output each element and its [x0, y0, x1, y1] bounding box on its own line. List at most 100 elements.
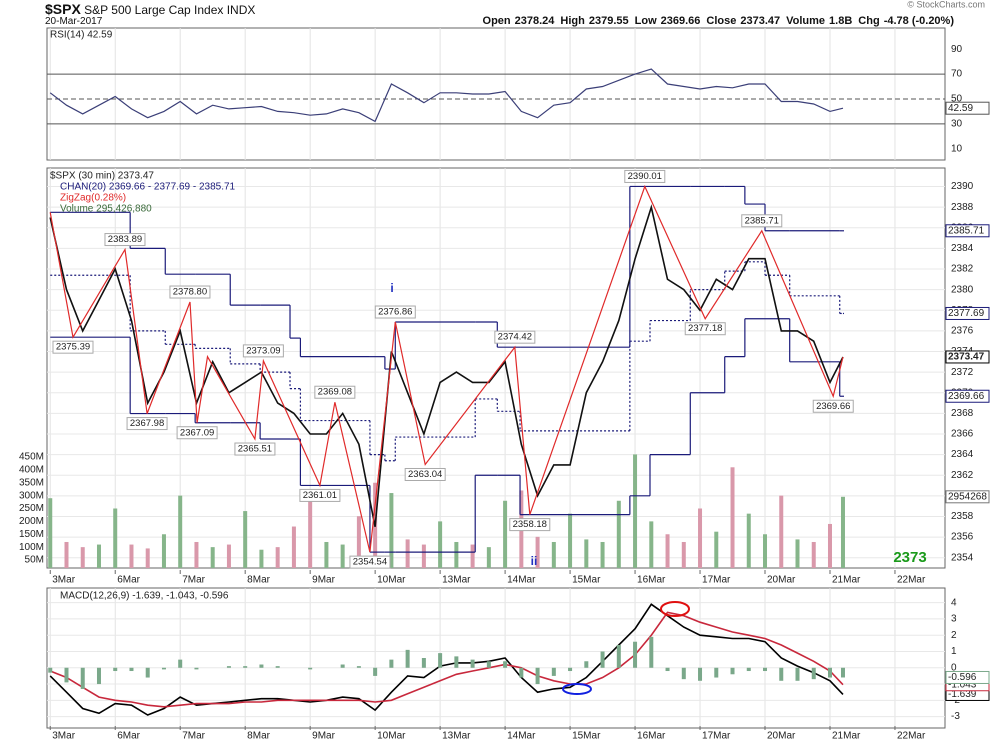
- stat-value: 2369.66: [660, 15, 701, 27]
- histogram-bar: [714, 667, 719, 678]
- volume-tick-label: 450M: [19, 452, 44, 463]
- x-tick-label: 17Mar: [702, 731, 731, 742]
- pivot-label-box: [349, 555, 391, 569]
- histogram-bar: [665, 667, 670, 672]
- x-tick-label: 8Mar: [247, 731, 270, 742]
- x-tick-label: 15Mar: [572, 575, 601, 586]
- x-tick-label: 7Mar: [182, 575, 205, 586]
- stats: Open 2378.24 High 2379.55 Low 2369.66 Close 237…: [477, 15, 954, 27]
- x-tick-label: 14Mar: [507, 575, 536, 586]
- histogram-bar: [763, 667, 768, 672]
- volume-bar: [48, 498, 53, 568]
- pivot-label: 2363.04: [408, 469, 442, 480]
- histogram-bar: [746, 667, 751, 672]
- y-tick-label: 2364: [951, 449, 974, 460]
- volume-bar: [616, 500, 621, 568]
- price-tag: 2373.47: [948, 352, 985, 363]
- histogram-bar: [470, 659, 475, 668]
- histogram-bar: [454, 656, 459, 668]
- pivot-label-box: [812, 399, 854, 413]
- pivot-label: 2369.08: [318, 387, 352, 398]
- x-tick-label: 21Mar: [832, 731, 861, 742]
- pivot-label: 2377.18: [688, 323, 722, 334]
- date: 20-Mar-2017: [45, 16, 103, 27]
- volume-bar: [389, 493, 394, 568]
- pivot-label-box: [299, 488, 341, 502]
- histogram-bar: [811, 667, 816, 680]
- marks: 103050709042.592354235623582360236223642…: [19, 28, 990, 742]
- legend: RSI(14) 42.59: [50, 30, 113, 41]
- pivot-label: 2367.09: [180, 427, 214, 438]
- x-tick-label: 6Mar: [117, 575, 140, 586]
- stat-value: 2378.24: [514, 15, 555, 27]
- volume-bar: [178, 495, 183, 568]
- volume-bar: [259, 549, 264, 568]
- x-tick-label: 22Mar: [897, 731, 926, 742]
- credit: © StockCharts.com: [907, 0, 985, 9]
- y-tick-label: 90: [951, 44, 963, 55]
- volume-bar: [584, 539, 589, 568]
- pivot-label-box: [684, 322, 726, 336]
- pivot-label-box: [104, 233, 146, 247]
- volume-bar: [324, 541, 329, 568]
- y-tick-label: 2356: [951, 532, 974, 543]
- histogram-bar: [113, 667, 118, 672]
- histogram-bar: [340, 664, 345, 668]
- price-tag-box: [945, 350, 990, 364]
- y-tick-label: 2382: [951, 264, 974, 275]
- x-tick-label: 22Mar: [897, 575, 926, 586]
- histogram-bar: [486, 661, 491, 668]
- pivot-label: 2375.39: [56, 342, 90, 353]
- histogram-bar: [389, 659, 394, 668]
- y-tick-label: 10: [951, 143, 963, 154]
- volume-bar: [96, 544, 101, 568]
- price-tag: 2377.69: [948, 308, 985, 319]
- histogram-bar: [80, 667, 85, 689]
- histogram-bar: [584, 661, 589, 668]
- stat-label: High: [560, 15, 585, 27]
- series-line: [49, 204, 844, 527]
- volume-bar: [291, 526, 296, 568]
- legend: CHAN(20) 2369.66 - 2377.69 - 2385.71: [60, 182, 236, 193]
- volume-bar: [421, 544, 426, 568]
- histogram-bar: [438, 653, 443, 668]
- volume-bar: [161, 534, 166, 568]
- pivot-label-box: [52, 340, 94, 354]
- y-tick-label: 50: [951, 94, 963, 105]
- volume-bar: [811, 541, 816, 568]
- volume-bar: [840, 496, 845, 568]
- pivot-label: 2373.09: [246, 345, 280, 356]
- pivot-label-box: [494, 330, 536, 344]
- histogram-bar: [519, 667, 524, 678]
- last-price: 2373: [893, 549, 926, 566]
- pivot-label-box: [509, 518, 551, 532]
- histogram-bar: [356, 666, 361, 668]
- stat-value: 2373.47: [740, 15, 781, 27]
- volume-tick-label: 300M: [19, 490, 44, 501]
- histogram-bar: [503, 661, 508, 668]
- pivot-label-box: [374, 305, 416, 319]
- histogram-bar: [405, 649, 410, 668]
- histogram-bar: [226, 666, 231, 668]
- y-tick-label: 2390: [951, 181, 974, 192]
- histogram-bar: [795, 667, 800, 681]
- pivot-label: 2383.89: [108, 234, 142, 245]
- x-tick-label: 17Mar: [702, 575, 731, 586]
- x-tick-label: 8Mar: [247, 575, 270, 586]
- pivot-label: 2365.51: [238, 444, 272, 455]
- volume-tick-label: 100M: [19, 542, 44, 553]
- volume-tick-label: 250M: [19, 503, 44, 514]
- stat-value: 1.8B: [829, 15, 853, 27]
- pivot-label-box: [242, 344, 284, 358]
- price-tag: 2385.71: [948, 225, 985, 236]
- pivot-label: 2367.98: [130, 418, 164, 429]
- volume-bar: [470, 544, 475, 568]
- price-tag: 42.59: [948, 103, 973, 114]
- histogram-bar: [730, 667, 735, 675]
- x-tick-label: 13Mar: [442, 575, 471, 586]
- histogram-bar: [145, 667, 150, 678]
- pivot-label: 2390.01: [628, 171, 662, 182]
- price-tag-box: [945, 224, 990, 238]
- volume-tick-label: 50M: [25, 555, 44, 566]
